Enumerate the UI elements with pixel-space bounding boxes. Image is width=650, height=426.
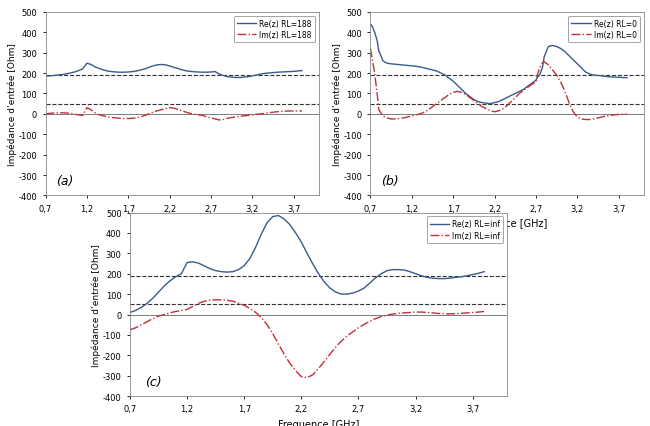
Im(z) RL=188 (42, 112, 49, 117)
Im(z) RL=0 (557, 81, 565, 86)
Im(z) RL=inf (474, 310, 482, 315)
Im(z) RL=inf (212, 297, 220, 302)
Im(z) RL=0 (391, 117, 399, 122)
Re(z) RL=0 (623, 76, 631, 81)
Re(z) RL=0 (606, 75, 614, 80)
Im(z) RL=188 (174, 107, 182, 112)
Re(z) RL=0 (487, 102, 495, 107)
Re(z) RL=inf (126, 310, 134, 315)
Re(z) RL=188 (83, 61, 91, 66)
Re(z) RL=inf (223, 270, 231, 275)
Re(z) RL=188 (116, 70, 124, 75)
Im(z) RL=188 (298, 109, 306, 114)
Line: Im(z) RL=0: Im(z) RL=0 (370, 49, 627, 120)
Re(z) RL=inf (309, 262, 317, 267)
Text: (b): (b) (382, 175, 399, 188)
Line: Re(z) RL=188: Re(z) RL=188 (46, 64, 302, 78)
Im(z) RL=0 (470, 99, 478, 104)
Line: Im(z) RL=188: Im(z) RL=188 (46, 109, 302, 121)
Im(z) RL=inf (480, 309, 488, 314)
Im(z) RL=inf (229, 299, 237, 304)
X-axis label: Frequence [GHz]: Frequence [GHz] (141, 219, 223, 229)
Line: Im(z) RL=inf: Im(z) RL=inf (130, 300, 484, 378)
Re(z) RL=188 (124, 70, 132, 75)
Im(z) RL=0 (367, 47, 374, 52)
Re(z) RL=0 (400, 63, 408, 69)
Im(z) RL=inf (240, 303, 248, 308)
Im(z) RL=188 (227, 115, 235, 121)
Im(z) RL=188 (294, 109, 302, 114)
Re(z) RL=0 (470, 98, 478, 103)
Im(z) RL=0 (623, 112, 631, 117)
X-axis label: Frequence [GHz]: Frequence [GHz] (278, 419, 359, 426)
Line: Re(z) RL=inf: Re(z) RL=inf (130, 216, 484, 313)
Im(z) RL=0 (400, 116, 408, 121)
Re(z) RL=188 (298, 69, 306, 74)
Re(z) RL=188 (224, 75, 231, 80)
Im(z) RL=inf (315, 366, 322, 371)
Im(z) RL=0 (482, 107, 490, 112)
Re(z) RL=inf (480, 270, 488, 275)
Re(z) RL=188 (166, 64, 174, 69)
Im(z) RL=inf (303, 375, 311, 380)
Im(z) RL=inf (383, 313, 391, 318)
Legend: Re(z) RL=inf, Im(z) RL=inf: Re(z) RL=inf, Im(z) RL=inf (427, 217, 503, 243)
Legend: Re(z) RL=188, Im(z) RL=188: Re(z) RL=188, Im(z) RL=188 (234, 17, 315, 43)
Text: (a): (a) (57, 175, 74, 188)
Im(z) RL=188 (166, 106, 174, 111)
Y-axis label: Impédance d’entrée [Ohm]: Impédance d’entrée [Ohm] (7, 43, 17, 166)
Re(z) RL=188 (232, 76, 240, 81)
Re(z) RL=inf (274, 213, 282, 219)
Re(z) RL=188 (294, 69, 302, 75)
Im(z) RL=inf (126, 328, 134, 333)
Re(z) RL=0 (367, 23, 374, 28)
Im(z) RL=188 (116, 116, 124, 121)
Im(z) RL=0 (606, 114, 614, 119)
Im(z) RL=188 (124, 117, 132, 122)
Legend: Re(z) RL=0, Im(z) RL=0: Re(z) RL=0, Im(z) RL=0 (568, 17, 640, 43)
Re(z) RL=0 (561, 50, 569, 55)
Im(z) RL=0 (582, 118, 590, 123)
Line: Re(z) RL=0: Re(z) RL=0 (370, 25, 627, 104)
X-axis label: Frequence [GHz]: Frequence [GHz] (466, 219, 548, 229)
Y-axis label: Impédance d’entrée [Ohm]: Impédance d’entrée [Ohm] (332, 43, 342, 166)
Re(z) RL=inf (378, 271, 385, 276)
Re(z) RL=188 (174, 67, 182, 72)
Re(z) RL=0 (482, 101, 490, 106)
Re(z) RL=inf (235, 268, 242, 273)
Re(z) RL=inf (298, 240, 305, 245)
Im(z) RL=188 (83, 106, 91, 111)
Re(z) RL=188 (42, 74, 49, 79)
Text: (c): (c) (145, 375, 162, 388)
Im(z) RL=188 (215, 118, 223, 123)
Y-axis label: Impédance d’entrée [Ohm]: Impédance d’entrée [Ohm] (92, 243, 101, 366)
Re(z) RL=inf (474, 271, 482, 276)
Re(z) RL=0 (391, 63, 399, 68)
Im(z) RL=inf (298, 374, 305, 380)
